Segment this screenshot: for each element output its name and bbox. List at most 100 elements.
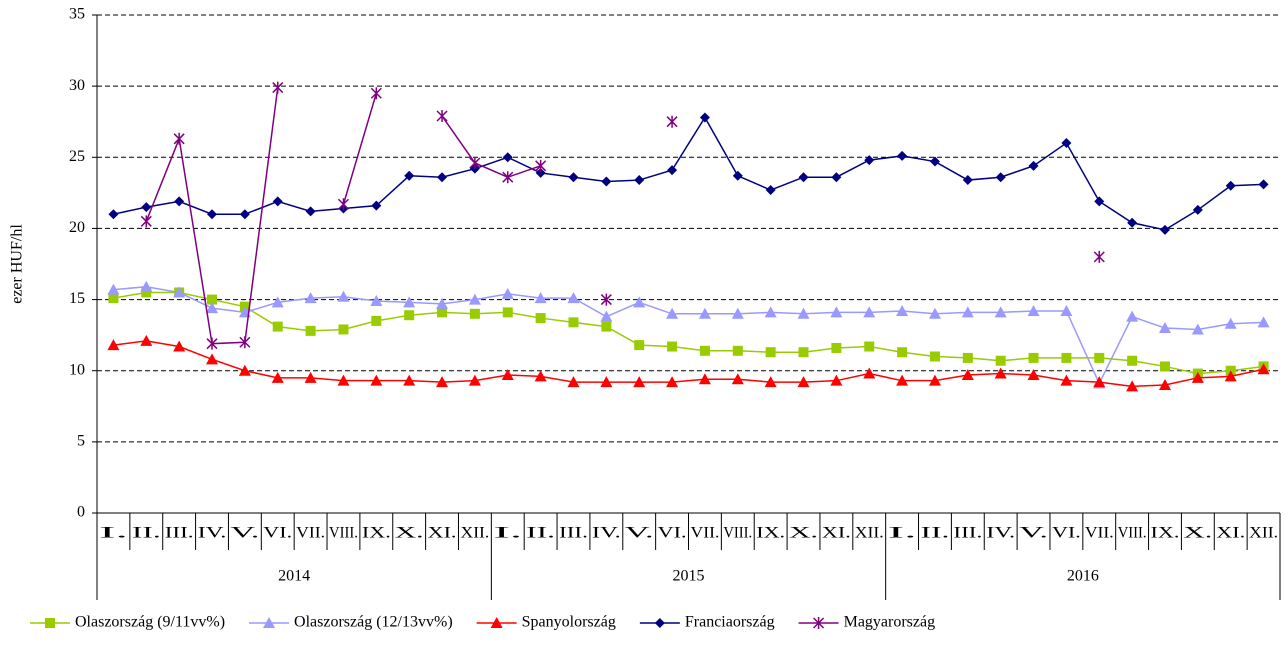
- data-point: [207, 209, 218, 220]
- data-point: [1060, 374, 1073, 386]
- data-point: [667, 165, 678, 176]
- data-point: [272, 196, 283, 207]
- y-tick-label: 20: [69, 219, 85, 236]
- data-point: [173, 340, 186, 352]
- x-tick-label: IV.: [198, 525, 227, 542]
- data-point: [666, 307, 679, 319]
- data-point: [304, 292, 317, 304]
- data-point: [929, 156, 940, 167]
- data-point: [600, 376, 613, 388]
- data-point: [305, 206, 316, 217]
- x-tick-label: XII.: [460, 525, 489, 542]
- data-point: [600, 293, 612, 306]
- data-point: [798, 347, 809, 358]
- data-point: [995, 172, 1006, 183]
- data-point: [404, 170, 415, 181]
- x-tick-label: X.: [1183, 525, 1212, 542]
- group-label: 2016: [1067, 568, 1099, 585]
- data-point: [633, 376, 646, 388]
- y-tick-label: 5: [77, 433, 85, 450]
- data-point: [371, 315, 382, 326]
- data-point: [1061, 138, 1072, 149]
- data-point: [1028, 160, 1039, 171]
- x-tick-label: XII.: [1249, 525, 1278, 542]
- x-tick-label: V.: [230, 525, 259, 542]
- data-point: [107, 339, 120, 351]
- data-point: [535, 313, 546, 324]
- x-tick-label: XI.: [428, 525, 457, 542]
- data-point: [765, 347, 776, 358]
- data-point: [1224, 370, 1237, 382]
- data-point: [961, 368, 974, 380]
- data-point: [1158, 322, 1171, 334]
- x-tick-label: IX.: [362, 525, 391, 542]
- y-tick-label: 10: [69, 361, 85, 378]
- legend-label: Magyarország: [844, 614, 936, 631]
- data-point: [1191, 371, 1204, 383]
- data-point: [141, 287, 152, 298]
- legend-marker: [45, 618, 55, 628]
- data-point: [1127, 217, 1138, 228]
- data-point: [272, 321, 283, 332]
- x-tick-label: I.: [888, 525, 917, 542]
- data-point: [304, 371, 317, 383]
- data-point: [1159, 361, 1170, 372]
- data-point: [1224, 317, 1237, 329]
- data-point: [1225, 180, 1236, 191]
- x-tick-label: I.: [493, 525, 522, 542]
- data-point: [928, 307, 941, 319]
- data-point: [1027, 368, 1040, 380]
- data-point: [108, 293, 119, 304]
- data-point: [699, 345, 710, 356]
- data-point: [1061, 352, 1072, 363]
- data-point: [1027, 304, 1040, 316]
- data-point: [403, 374, 416, 386]
- data-point: [1192, 204, 1203, 215]
- data-point: [437, 307, 448, 318]
- data-point: [666, 115, 678, 128]
- data-point: [1258, 179, 1269, 190]
- group-label: 2015: [673, 568, 705, 585]
- legend-label: Olaszország (12/13vv%): [294, 614, 453, 631]
- data-point: [1159, 224, 1170, 235]
- data-point: [436, 376, 449, 388]
- data-point: [798, 172, 809, 183]
- x-tick-label: IX.: [1151, 525, 1180, 542]
- data-point: [502, 171, 514, 184]
- x-tick-label: III.: [165, 525, 194, 542]
- data-point: [830, 306, 843, 318]
- data-point: [634, 340, 645, 351]
- legend-item: Spanyolország: [476, 614, 616, 631]
- data-point: [338, 324, 349, 335]
- x-tick-label: X.: [789, 525, 818, 542]
- series-line: [113, 286, 1264, 386]
- data-point: [173, 286, 186, 298]
- data-point: [534, 370, 547, 382]
- data-point: [1028, 352, 1039, 363]
- x-tick-label: IV.: [592, 525, 621, 542]
- data-point: [207, 294, 218, 305]
- x-tick-label: II.: [921, 525, 950, 542]
- data-point: [337, 290, 350, 302]
- legend-marker: [263, 617, 276, 628]
- data-point: [436, 297, 449, 309]
- data-point: [1126, 310, 1139, 322]
- x-tick-label: X.: [395, 525, 424, 542]
- data-point: [370, 87, 382, 100]
- x-tick-label: VI.: [1052, 525, 1081, 542]
- x-tick-label: IX.: [756, 525, 785, 542]
- data-point: [699, 112, 710, 123]
- data-point: [173, 132, 185, 145]
- x-tick-label: XII.: [855, 525, 884, 542]
- data-point: [238, 364, 251, 376]
- series-line: [113, 340, 1264, 388]
- data-point: [469, 308, 480, 319]
- data-point: [732, 345, 743, 356]
- data-point: [994, 306, 1007, 318]
- data-point: [501, 368, 514, 380]
- data-point: [633, 296, 646, 308]
- x-tick-label: I.: [99, 525, 128, 542]
- data-point: [1191, 323, 1204, 335]
- data-point: [698, 307, 711, 319]
